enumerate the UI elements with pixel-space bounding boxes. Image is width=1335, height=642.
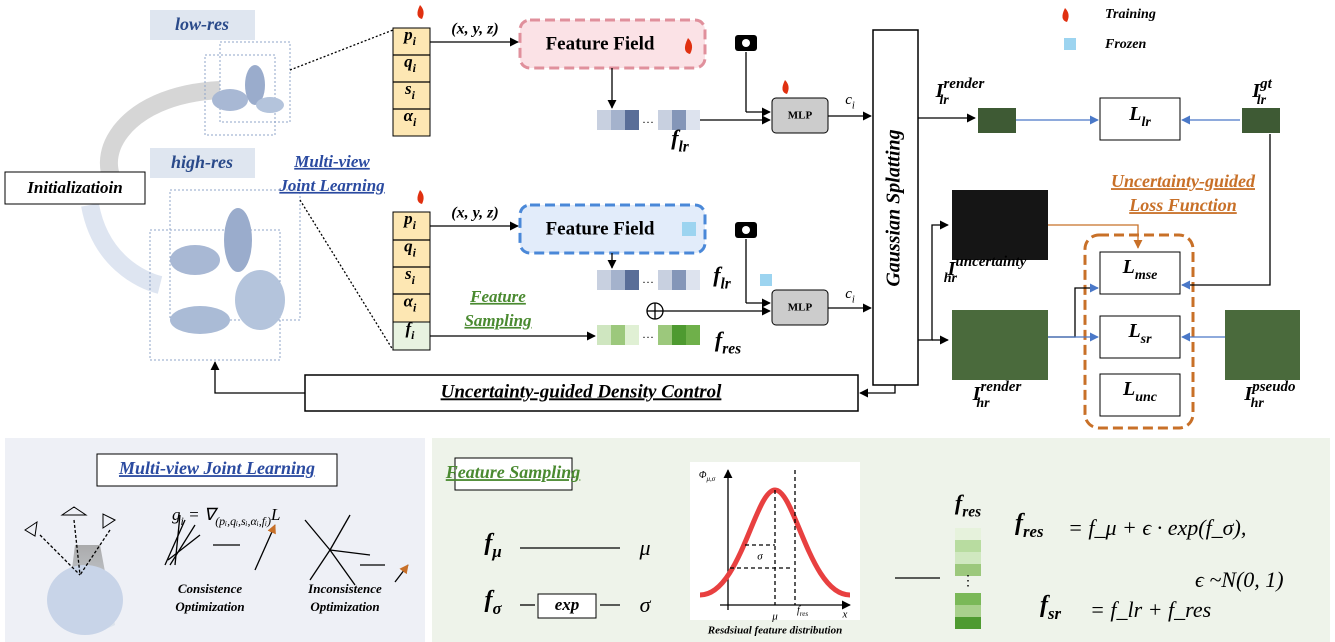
subscript: res — [962, 504, 981, 521]
subscript: hr — [944, 271, 958, 286]
superscript: uncertainty — [955, 254, 1026, 270]
symbol: p — [402, 209, 413, 228]
symbol: σ — [640, 592, 652, 617]
plot-label: x — [842, 609, 848, 621]
math-label: ci — [845, 92, 855, 112]
symbol: L — [1127, 320, 1140, 342]
math-label: ci — [845, 286, 855, 306]
mlp: MLP — [788, 302, 813, 314]
superscript: gt — [1259, 76, 1273, 92]
subscript: lr — [679, 139, 690, 156]
density-control: Uncertainty-guided Density Control — [441, 381, 723, 402]
equals: = ∇ — [184, 505, 219, 524]
legend-training: Training — [1105, 7, 1156, 22]
caption: Optimization — [175, 599, 244, 614]
coords: (x, y, z) — [451, 205, 498, 222]
panel-title: Multi-view Joint Learning — [118, 458, 315, 478]
image-label: Iuncertaintyhr — [944, 254, 1027, 286]
subscript: i — [852, 101, 855, 112]
symbol: μ — [638, 535, 650, 560]
caption: Optimization — [310, 599, 379, 614]
panel-title: Feature Sampling — [445, 462, 581, 482]
subscript: σ — [492, 599, 502, 618]
symbol: p — [402, 25, 413, 44]
subscript: hr — [1251, 396, 1265, 411]
subscript: unc — [1135, 390, 1158, 405]
symbol: L — [270, 505, 280, 524]
subscript: sr — [1047, 604, 1062, 623]
subscript: mse — [1135, 268, 1158, 283]
equation: = f_μ + ϵ · exp(f_σ), — [1068, 515, 1246, 540]
subscript: μ,σ — [706, 475, 715, 483]
multi-view-label: Joint Learning — [278, 176, 385, 195]
subscript: sr — [1140, 332, 1152, 347]
equation: ϵ ~N(0, 1) — [1195, 567, 1284, 592]
svg-text:···: ··· — [642, 275, 654, 289]
superscript: render — [980, 379, 1021, 395]
caption: Inconsistence — [307, 581, 382, 596]
symbol: L — [1122, 256, 1135, 278]
diagram: ··· ··· ··· Training Frozen low-res high-res I… — [0, 0, 1335, 642]
caption: Consistence — [178, 581, 243, 596]
feature-sampling-label: Sampling — [464, 311, 532, 330]
exp-label: exp — [555, 595, 580, 614]
math-label: flr — [713, 262, 732, 293]
plot-label: μ — [771, 611, 778, 623]
gaussian-splatting: Gaussian Splatting — [883, 129, 905, 286]
symbol: L — [1128, 103, 1141, 125]
low-res-label: low-res — [175, 14, 229, 34]
high-res-label: high-res — [171, 152, 233, 172]
mlp: MLP — [788, 110, 813, 122]
legend-frozen: Frozen — [1104, 37, 1146, 52]
subscript: lr — [1141, 115, 1151, 130]
init-label: Initializatioin — [26, 178, 122, 197]
feature-sampling-label: Feature — [469, 287, 526, 306]
image-label: Igtlr — [1251, 76, 1272, 108]
feature-field: Feature Field — [546, 218, 655, 239]
loss-label: Uncertainty-guided — [1111, 171, 1256, 191]
subscript: hr — [976, 396, 990, 411]
multi-view-label: Multi-view — [293, 152, 370, 171]
math-label: fres — [715, 327, 741, 358]
subscript: μ — [491, 542, 501, 561]
superscript: render — [943, 76, 984, 92]
svg-text:···: ··· — [642, 115, 654, 129]
coords: (x, y, z) — [451, 21, 498, 38]
dots: ⋮ — [961, 574, 975, 589]
plot-caption: Resdsiual feature distribution — [707, 625, 842, 637]
subscript: res — [1023, 522, 1044, 541]
svg-text:···: ··· — [642, 330, 654, 344]
subscript: i — [852, 295, 855, 306]
subscript: (pᵢ,qᵢ,sᵢ,αᵢ,fᵢ) — [215, 514, 271, 528]
subscript: lr — [939, 93, 949, 108]
plot-label: σ — [757, 551, 763, 563]
symbol: L — [1122, 378, 1135, 400]
subscript: res — [800, 610, 809, 618]
superscript: pseudo — [1250, 379, 1295, 395]
subscript: lr — [1257, 93, 1267, 108]
symbol: g — [172, 505, 181, 524]
subscript: lr — [721, 276, 732, 293]
subscript: res — [722, 341, 741, 358]
equation: = f_lr + f_res — [1090, 597, 1211, 622]
feature-field: Feature Field — [546, 33, 655, 54]
loss-label: Loss Function — [1128, 195, 1237, 215]
